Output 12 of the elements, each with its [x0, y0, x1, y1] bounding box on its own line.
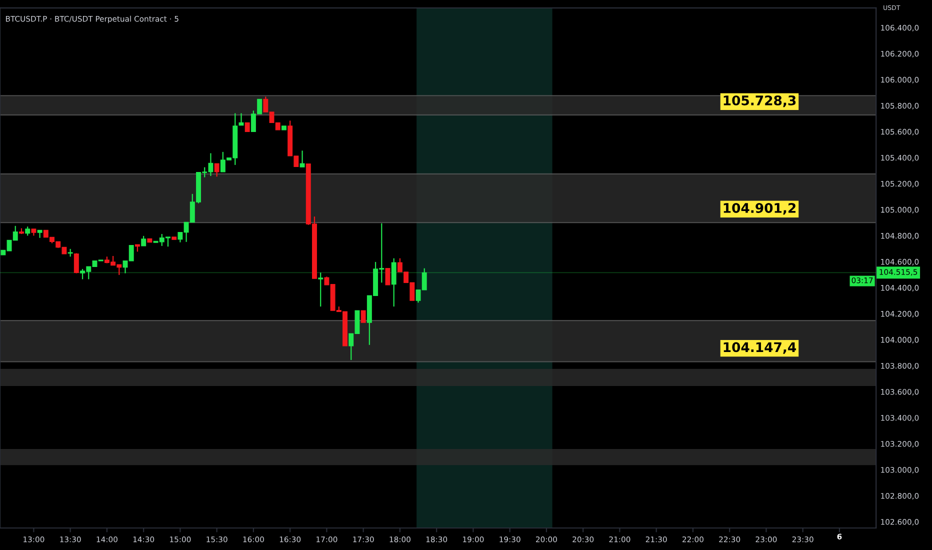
candlestick [391, 258, 396, 308]
candlestick [74, 252, 79, 274]
candlestick [214, 163, 220, 178]
band-label: 104.901,2 [724, 203, 796, 215]
candlestick [141, 235, 146, 246]
candlestick [385, 268, 390, 286]
candlestick [25, 226, 30, 236]
candlestick [318, 272, 324, 308]
band-label: 104.147,4 [724, 342, 796, 354]
candlestick [360, 310, 366, 324]
candlestick [300, 150, 305, 168]
band-label: 105.728,3 [724, 95, 796, 108]
